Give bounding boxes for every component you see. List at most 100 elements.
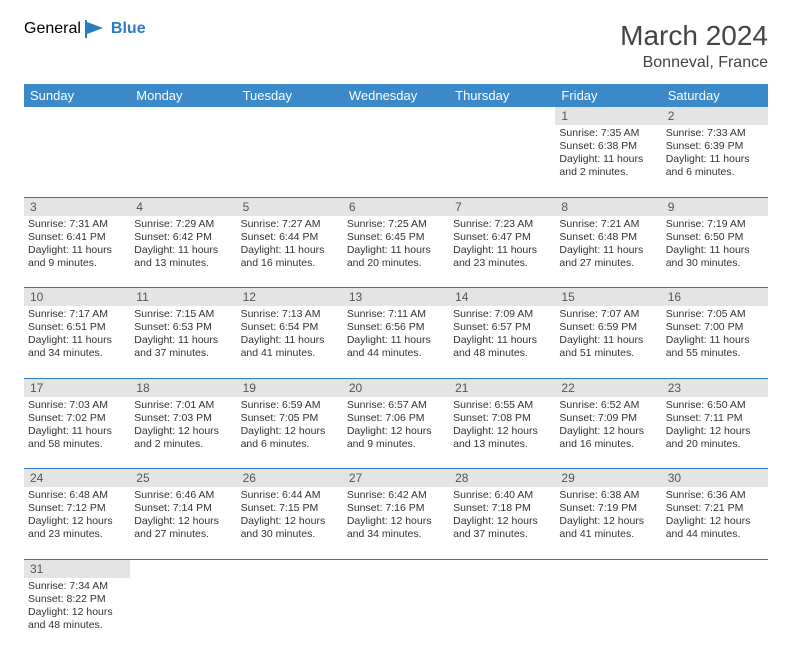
day-cell — [237, 125, 343, 197]
day-number-cell: 25 — [130, 469, 236, 488]
sunrise-line: Sunrise: 7:17 AM — [28, 308, 126, 321]
day-cell — [555, 578, 661, 650]
sunrise-line: Sunrise: 7:29 AM — [134, 218, 232, 231]
day-number-cell: 9 — [662, 197, 768, 216]
sunset-line: Sunset: 7:15 PM — [241, 502, 339, 515]
day-cell: Sunrise: 7:34 AMSunset: 8:22 PMDaylight:… — [24, 578, 130, 650]
day-number-cell: 1 — [555, 107, 661, 125]
sunrise-line: Sunrise: 7:33 AM — [666, 127, 764, 140]
sunrise-line: Sunrise: 7:35 AM — [559, 127, 657, 140]
daylight-line: Daylight: 11 hours and 13 minutes. — [134, 244, 232, 270]
daylight-line: Daylight: 12 hours and 44 minutes. — [666, 515, 764, 541]
daylight-line: Daylight: 12 hours and 41 minutes. — [559, 515, 657, 541]
sunrise-line: Sunrise: 6:50 AM — [666, 399, 764, 412]
day-content-row: Sunrise: 7:35 AMSunset: 6:38 PMDaylight:… — [24, 125, 768, 197]
sunrise-line: Sunrise: 7:07 AM — [559, 308, 657, 321]
weekday-header-row: SundayMondayTuesdayWednesdayThursdayFrid… — [24, 84, 768, 107]
day-number-cell: 28 — [449, 469, 555, 488]
sunset-line: Sunset: 6:59 PM — [559, 321, 657, 334]
daylight-line: Daylight: 11 hours and 37 minutes. — [134, 334, 232, 360]
sunrise-line: Sunrise: 7:23 AM — [453, 218, 551, 231]
daylight-line: Daylight: 12 hours and 27 minutes. — [134, 515, 232, 541]
sunrise-line: Sunrise: 6:42 AM — [347, 489, 445, 502]
daylight-line: Daylight: 12 hours and 34 minutes. — [347, 515, 445, 541]
day-number-cell: 15 — [555, 288, 661, 307]
day-cell — [24, 125, 130, 197]
sunset-line: Sunset: 7:09 PM — [559, 412, 657, 425]
sunset-line: Sunset: 7:21 PM — [666, 502, 764, 515]
sunset-line: Sunset: 6:44 PM — [241, 231, 339, 244]
daylight-line: Daylight: 11 hours and 55 minutes. — [666, 334, 764, 360]
sunset-line: Sunset: 6:50 PM — [666, 231, 764, 244]
day-number-cell: 13 — [343, 288, 449, 307]
daylight-line: Daylight: 11 hours and 9 minutes. — [28, 244, 126, 270]
sunrise-line: Sunrise: 6:46 AM — [134, 489, 232, 502]
day-cell: Sunrise: 6:46 AMSunset: 7:14 PMDaylight:… — [130, 487, 236, 559]
sunrise-line: Sunrise: 6:59 AM — [241, 399, 339, 412]
day-cell — [343, 125, 449, 197]
day-content-row: Sunrise: 7:31 AMSunset: 6:41 PMDaylight:… — [24, 216, 768, 288]
sunset-line: Sunset: 6:48 PM — [559, 231, 657, 244]
daylight-line: Daylight: 11 hours and 30 minutes. — [666, 244, 764, 270]
day-number-cell: 21 — [449, 378, 555, 397]
day-number-cell: 14 — [449, 288, 555, 307]
day-cell: Sunrise: 6:40 AMSunset: 7:18 PMDaylight:… — [449, 487, 555, 559]
day-number-cell — [343, 559, 449, 578]
day-cell — [237, 578, 343, 650]
day-number-cell — [24, 107, 130, 125]
sunset-line: Sunset: 6:42 PM — [134, 231, 232, 244]
day-number-cell — [343, 107, 449, 125]
day-content-row: Sunrise: 6:48 AMSunset: 7:12 PMDaylight:… — [24, 487, 768, 559]
sunset-line: Sunset: 6:45 PM — [347, 231, 445, 244]
sunset-line: Sunset: 6:51 PM — [28, 321, 126, 334]
day-number-cell: 7 — [449, 197, 555, 216]
day-cell: Sunrise: 7:05 AMSunset: 7:00 PMDaylight:… — [662, 306, 768, 378]
sunset-line: Sunset: 7:05 PM — [241, 412, 339, 425]
sunset-line: Sunset: 7:03 PM — [134, 412, 232, 425]
day-number-row: 24252627282930 — [24, 469, 768, 488]
day-number-cell: 8 — [555, 197, 661, 216]
day-number-cell: 20 — [343, 378, 449, 397]
day-cell: Sunrise: 7:25 AMSunset: 6:45 PMDaylight:… — [343, 216, 449, 288]
day-cell: Sunrise: 6:50 AMSunset: 7:11 PMDaylight:… — [662, 397, 768, 469]
page-header: General Blue March 2024 Bonneval, France — [24, 20, 768, 72]
day-number-cell — [449, 559, 555, 578]
day-number-cell: 16 — [662, 288, 768, 307]
day-number-cell: 30 — [662, 469, 768, 488]
day-cell: Sunrise: 7:17 AMSunset: 6:51 PMDaylight:… — [24, 306, 130, 378]
sunrise-line: Sunrise: 6:57 AM — [347, 399, 445, 412]
day-cell: Sunrise: 7:15 AMSunset: 6:53 PMDaylight:… — [130, 306, 236, 378]
logo-part2: Blue — [111, 20, 146, 38]
day-number-cell: 27 — [343, 469, 449, 488]
sunset-line: Sunset: 6:56 PM — [347, 321, 445, 334]
sunset-line: Sunset: 7:12 PM — [28, 502, 126, 515]
sunset-line: Sunset: 7:11 PM — [666, 412, 764, 425]
day-number-cell: 10 — [24, 288, 130, 307]
logo-part1: General — [24, 20, 81, 38]
sunset-line: Sunset: 6:47 PM — [453, 231, 551, 244]
daylight-line: Daylight: 11 hours and 58 minutes. — [28, 425, 126, 451]
day-cell: Sunrise: 7:19 AMSunset: 6:50 PMDaylight:… — [662, 216, 768, 288]
flag-icon — [85, 20, 107, 38]
day-cell: Sunrise: 7:07 AMSunset: 6:59 PMDaylight:… — [555, 306, 661, 378]
sunset-line: Sunset: 7:08 PM — [453, 412, 551, 425]
day-number-cell: 2 — [662, 107, 768, 125]
daylight-line: Daylight: 11 hours and 16 minutes. — [241, 244, 339, 270]
sunrise-line: Sunrise: 7:21 AM — [559, 218, 657, 231]
day-number-cell: 12 — [237, 288, 343, 307]
day-number-cell: 3 — [24, 197, 130, 216]
sunrise-line: Sunrise: 6:36 AM — [666, 489, 764, 502]
day-cell: Sunrise: 7:35 AMSunset: 6:38 PMDaylight:… — [555, 125, 661, 197]
sunrise-line: Sunrise: 7:01 AM — [134, 399, 232, 412]
location-label: Bonneval, France — [620, 54, 768, 72]
sunrise-line: Sunrise: 6:44 AM — [241, 489, 339, 502]
sunset-line: Sunset: 6:53 PM — [134, 321, 232, 334]
sunrise-line: Sunrise: 7:34 AM — [28, 580, 126, 593]
daylight-line: Daylight: 11 hours and 41 minutes. — [241, 334, 339, 360]
daylight-line: Daylight: 12 hours and 9 minutes. — [347, 425, 445, 451]
day-cell: Sunrise: 7:29 AMSunset: 6:42 PMDaylight:… — [130, 216, 236, 288]
day-number-cell: 17 — [24, 378, 130, 397]
sunrise-line: Sunrise: 7:27 AM — [241, 218, 339, 231]
day-number-cell: 18 — [130, 378, 236, 397]
sunset-line: Sunset: 7:02 PM — [28, 412, 126, 425]
